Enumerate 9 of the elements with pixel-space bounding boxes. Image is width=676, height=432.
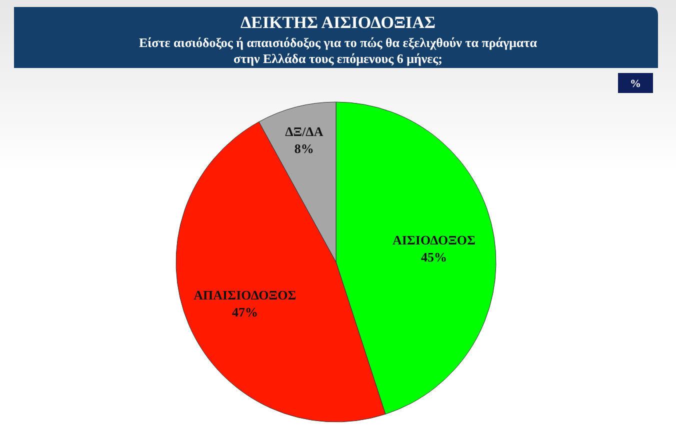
data-label: 45%	[420, 249, 447, 264]
data-label: 47%	[232, 304, 258, 320]
data-label: 8%	[294, 141, 314, 156]
text: %	[630, 78, 641, 90]
slice-label: ΔΞ/ΔΑ	[285, 124, 324, 140]
chart-title: ΔΕΙΚΤΗΣ ΑΙΣΙΟΔΟΞΙΑΣ	[240, 13, 436, 32]
slice-label: ΑΠΑΙΣΙΟΔΟΞΟΣ	[194, 287, 296, 302]
chart-subtitle: Είστε αισιόδοξος ή απαισιόδοξος για το πώς θα εξελιχθούν τα πράγματα στην Ελλάδα τους επόμενους 6 μήνες;	[138, 35, 538, 66]
slice-label: ΑΙΣΙΟΔΟΞΟΣ	[392, 232, 476, 248]
